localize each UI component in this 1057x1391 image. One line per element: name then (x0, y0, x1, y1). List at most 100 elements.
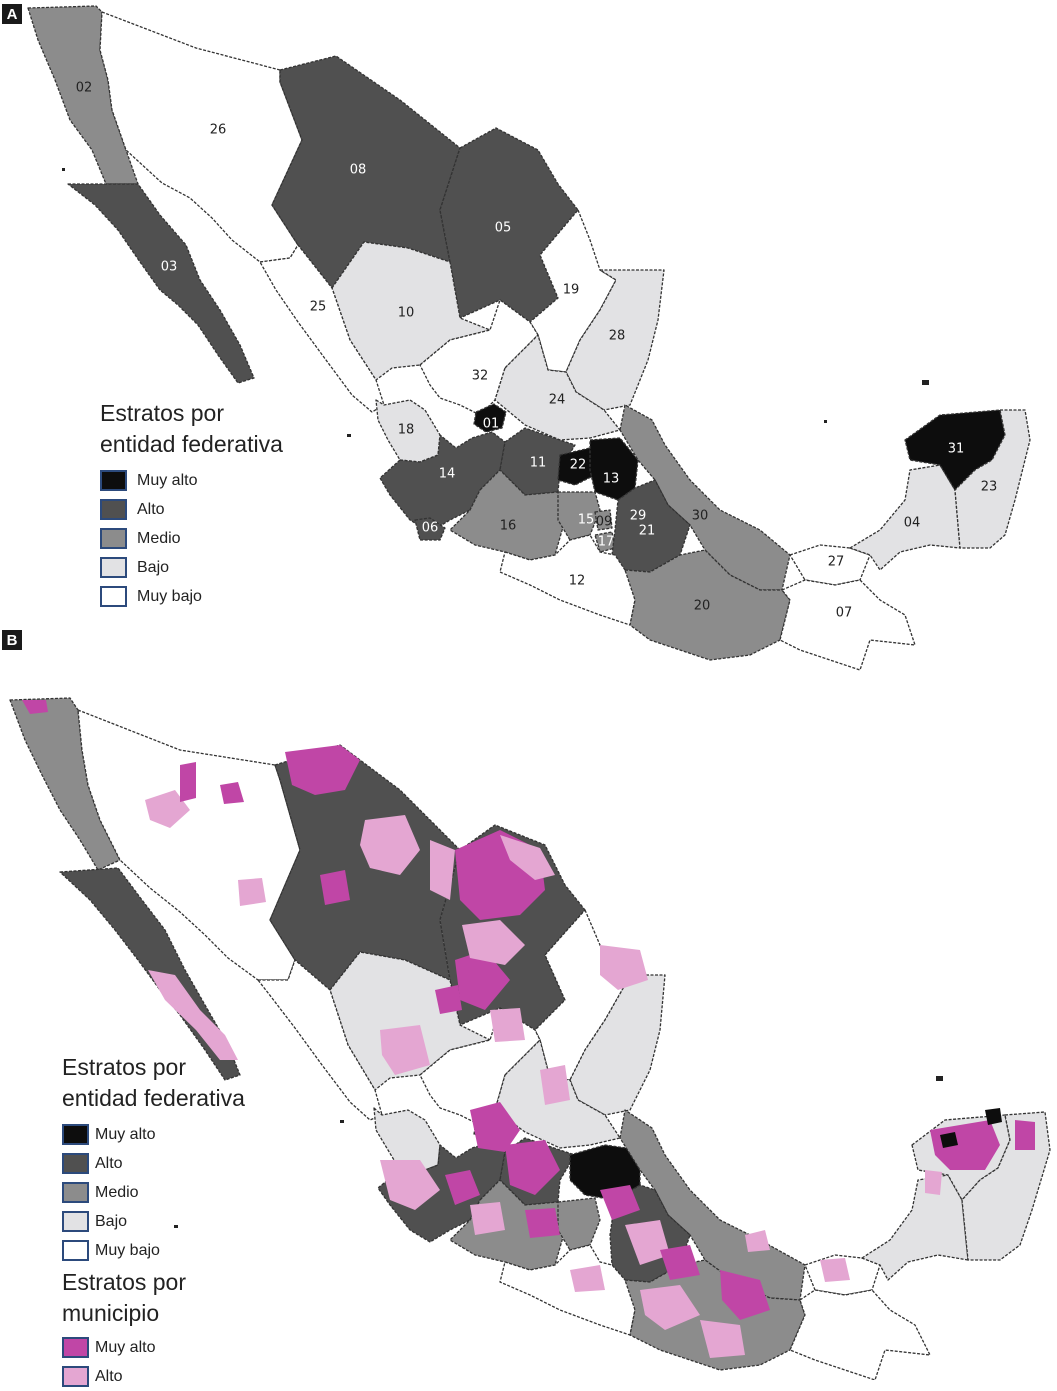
legend-label: Medio (137, 529, 181, 547)
state-code-18: 18 (398, 423, 415, 438)
state-code-03: 03 (161, 260, 178, 275)
legend-b-item: Bajo (62, 1207, 245, 1236)
state-32 (419, 299, 539, 416)
map-a-states: 02 26 08 03 05 19 25 10 28 32 24 18 01 1… (27, 5, 1031, 671)
mun-patch (930, 1120, 1000, 1170)
state-18 (375, 399, 441, 463)
mun-patch (700, 1320, 745, 1358)
state-code-labels: 02 26 08 03 05 19 25 10 28 32 24 18 01 1… (76, 81, 998, 621)
mun-patch (435, 985, 462, 1014)
legend-swatch (100, 528, 127, 549)
legend-swatch (62, 1211, 89, 1232)
mun-patch (540, 1065, 570, 1105)
legend-b: Estratos por entidad federativa Muy alto… (62, 1052, 245, 1391)
mun-patch (490, 1008, 525, 1042)
state-code-24: 24 (549, 393, 566, 408)
mun-patch (285, 745, 360, 795)
mun-patch (600, 945, 648, 990)
state-code-12: 12 (569, 574, 586, 589)
mun-patch (925, 1170, 942, 1195)
state-code-19: 19 (563, 283, 580, 298)
state-code-06: 06 (422, 521, 439, 536)
state-01 (473, 403, 507, 433)
mun-patch (462, 920, 525, 965)
legend-b-item: Alto (62, 1149, 245, 1178)
mun-patch (745, 1230, 770, 1252)
mun-patch (1015, 1120, 1035, 1150)
mun-patch (148, 970, 238, 1060)
legend-label: Bajo (137, 558, 170, 576)
state-04 (849, 464, 961, 571)
state-code-09: 09 (596, 515, 613, 530)
mun-patch (180, 762, 196, 802)
legend-swatch (100, 499, 127, 520)
legend-swatch (62, 1240, 89, 1261)
state-code-10: 10 (398, 306, 415, 321)
state-15 (557, 1197, 601, 1251)
legend-label: Alto (95, 1367, 123, 1385)
state-16 (449, 469, 566, 561)
mun-patch (570, 1265, 605, 1292)
legend-label: Muy bajo (137, 587, 202, 605)
state-code-23: 23 (981, 480, 998, 495)
mun-patch (660, 1245, 700, 1280)
mun-patch (320, 870, 350, 905)
legend-swatch (100, 470, 127, 491)
legend-b-item: Medio (62, 1178, 245, 1207)
panel-b-tag: B (2, 630, 22, 650)
state-09 (594, 509, 613, 531)
state-code-29: 29 (630, 509, 647, 524)
state-code-21: 21 (639, 524, 656, 539)
state-code-17: 17 (598, 535, 615, 550)
legend-a-item: Alto (100, 495, 283, 524)
legend-b-item: Alto (62, 1362, 245, 1391)
legend-swatch (62, 1153, 89, 1174)
state-code-25: 25 (310, 300, 327, 315)
state-07 (779, 579, 916, 671)
state-02 (27, 5, 139, 185)
state-code-22: 22 (570, 458, 587, 473)
mun-patch (22, 700, 48, 714)
state-code-16: 16 (500, 519, 517, 534)
state-code-04: 04 (904, 516, 921, 531)
legend-label: Muy alto (95, 1125, 156, 1143)
legend-a-item: Bajo (100, 553, 283, 582)
state-code-27: 27 (828, 555, 845, 570)
legend-label: Muy alto (95, 1338, 156, 1356)
legend-label: Bajo (95, 1212, 128, 1230)
mun-patch (470, 1102, 520, 1152)
state-code-30: 30 (692, 509, 709, 524)
legend-b-state-title: Estratos por entidad federativa (62, 1054, 245, 1111)
state-28 (565, 269, 665, 411)
islands (174, 1076, 943, 1228)
mun-patch (525, 1208, 560, 1238)
legend-swatch (62, 1366, 89, 1387)
state-28 (569, 974, 666, 1116)
legend-swatch (62, 1182, 89, 1203)
state-code-32: 32 (472, 369, 489, 384)
legend-label: Medio (95, 1183, 139, 1201)
mun-patch (720, 1270, 770, 1320)
state-code-01: 01 (483, 417, 500, 432)
legend-swatch (100, 586, 127, 607)
state-code-15: 15 (578, 513, 595, 528)
mun-patch (238, 878, 266, 906)
legend-label: Muy bajo (95, 1241, 160, 1259)
state-code-28: 28 (609, 329, 626, 344)
state-code-20: 20 (694, 599, 711, 614)
legend-label: Muy alto (137, 471, 198, 489)
state-26 (99, 11, 303, 263)
state-22 (557, 447, 596, 486)
state-25 (259, 244, 385, 413)
state-06 (414, 517, 446, 541)
mun-patch (220, 782, 244, 804)
mun-patch (505, 1140, 560, 1195)
legend-a-item: Medio (100, 524, 283, 553)
state-code-14: 14 (439, 467, 456, 482)
state-24 (494, 334, 621, 441)
state-07 (789, 1289, 931, 1380)
legend-a-item: Muy bajo (100, 582, 283, 611)
state-27 (789, 544, 871, 586)
state-code-08: 08 (350, 163, 367, 178)
legend-a-item: Muy alto (100, 466, 283, 495)
